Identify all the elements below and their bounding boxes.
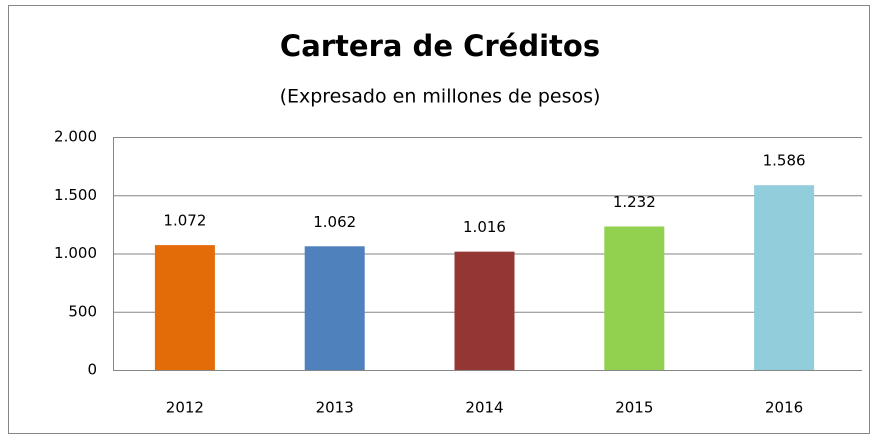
x-tick-label: 2012 [166,399,204,417]
y-tick-label: 500 [68,302,97,320]
data-label: 1.016 [463,218,506,236]
data-label: 1.062 [313,213,356,231]
data-label: 1.072 [163,212,206,230]
y-tick-label: 1.000 [54,244,97,262]
y-tick-label: 1.500 [54,186,97,204]
y-tick-label: 0 [87,361,97,379]
data-label: 1.232 [613,193,656,211]
x-tick-label: 2014 [465,399,503,417]
x-tick-label: 2013 [316,399,354,417]
x-tick-label: 2016 [765,399,803,417]
bar [154,245,215,370]
bar [604,226,665,370]
chart-subtitle: (Expresado en millones de pesos) [280,86,601,108]
bar [454,251,515,370]
bar [754,185,815,370]
x-tick-label: 2015 [615,399,653,417]
chart-title: Cartera de Créditos [280,29,600,63]
y-tick-label: 2.000 [54,128,97,146]
bar [304,246,365,370]
data-label: 1.586 [763,152,806,170]
chart-border [8,5,870,434]
